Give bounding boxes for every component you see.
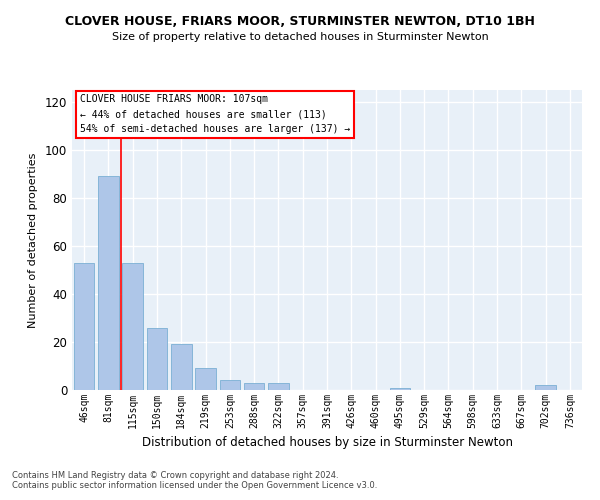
Bar xyxy=(122,263,143,390)
Bar xyxy=(268,383,289,390)
Text: CLOVER HOUSE, FRIARS MOOR, STURMINSTER NEWTON, DT10 1BH: CLOVER HOUSE, FRIARS MOOR, STURMINSTER N… xyxy=(65,15,535,28)
Bar xyxy=(389,388,410,390)
Bar xyxy=(535,385,556,390)
X-axis label: Distribution of detached houses by size in Sturminster Newton: Distribution of detached houses by size … xyxy=(142,436,512,450)
Y-axis label: Number of detached properties: Number of detached properties xyxy=(28,152,38,328)
Bar xyxy=(171,344,191,390)
Bar xyxy=(220,380,240,390)
Text: Contains public sector information licensed under the Open Government Licence v3: Contains public sector information licen… xyxy=(12,481,377,490)
Text: Contains HM Land Registry data © Crown copyright and database right 2024.: Contains HM Land Registry data © Crown c… xyxy=(12,471,338,480)
Text: CLOVER HOUSE FRIARS MOOR: 107sqm
← 44% of detached houses are smaller (113)
54% : CLOVER HOUSE FRIARS MOOR: 107sqm ← 44% o… xyxy=(80,94,350,134)
Bar xyxy=(146,328,167,390)
Bar xyxy=(195,368,216,390)
Text: Size of property relative to detached houses in Sturminster Newton: Size of property relative to detached ho… xyxy=(112,32,488,42)
Bar xyxy=(74,263,94,390)
Bar xyxy=(98,176,119,390)
Bar xyxy=(244,383,265,390)
